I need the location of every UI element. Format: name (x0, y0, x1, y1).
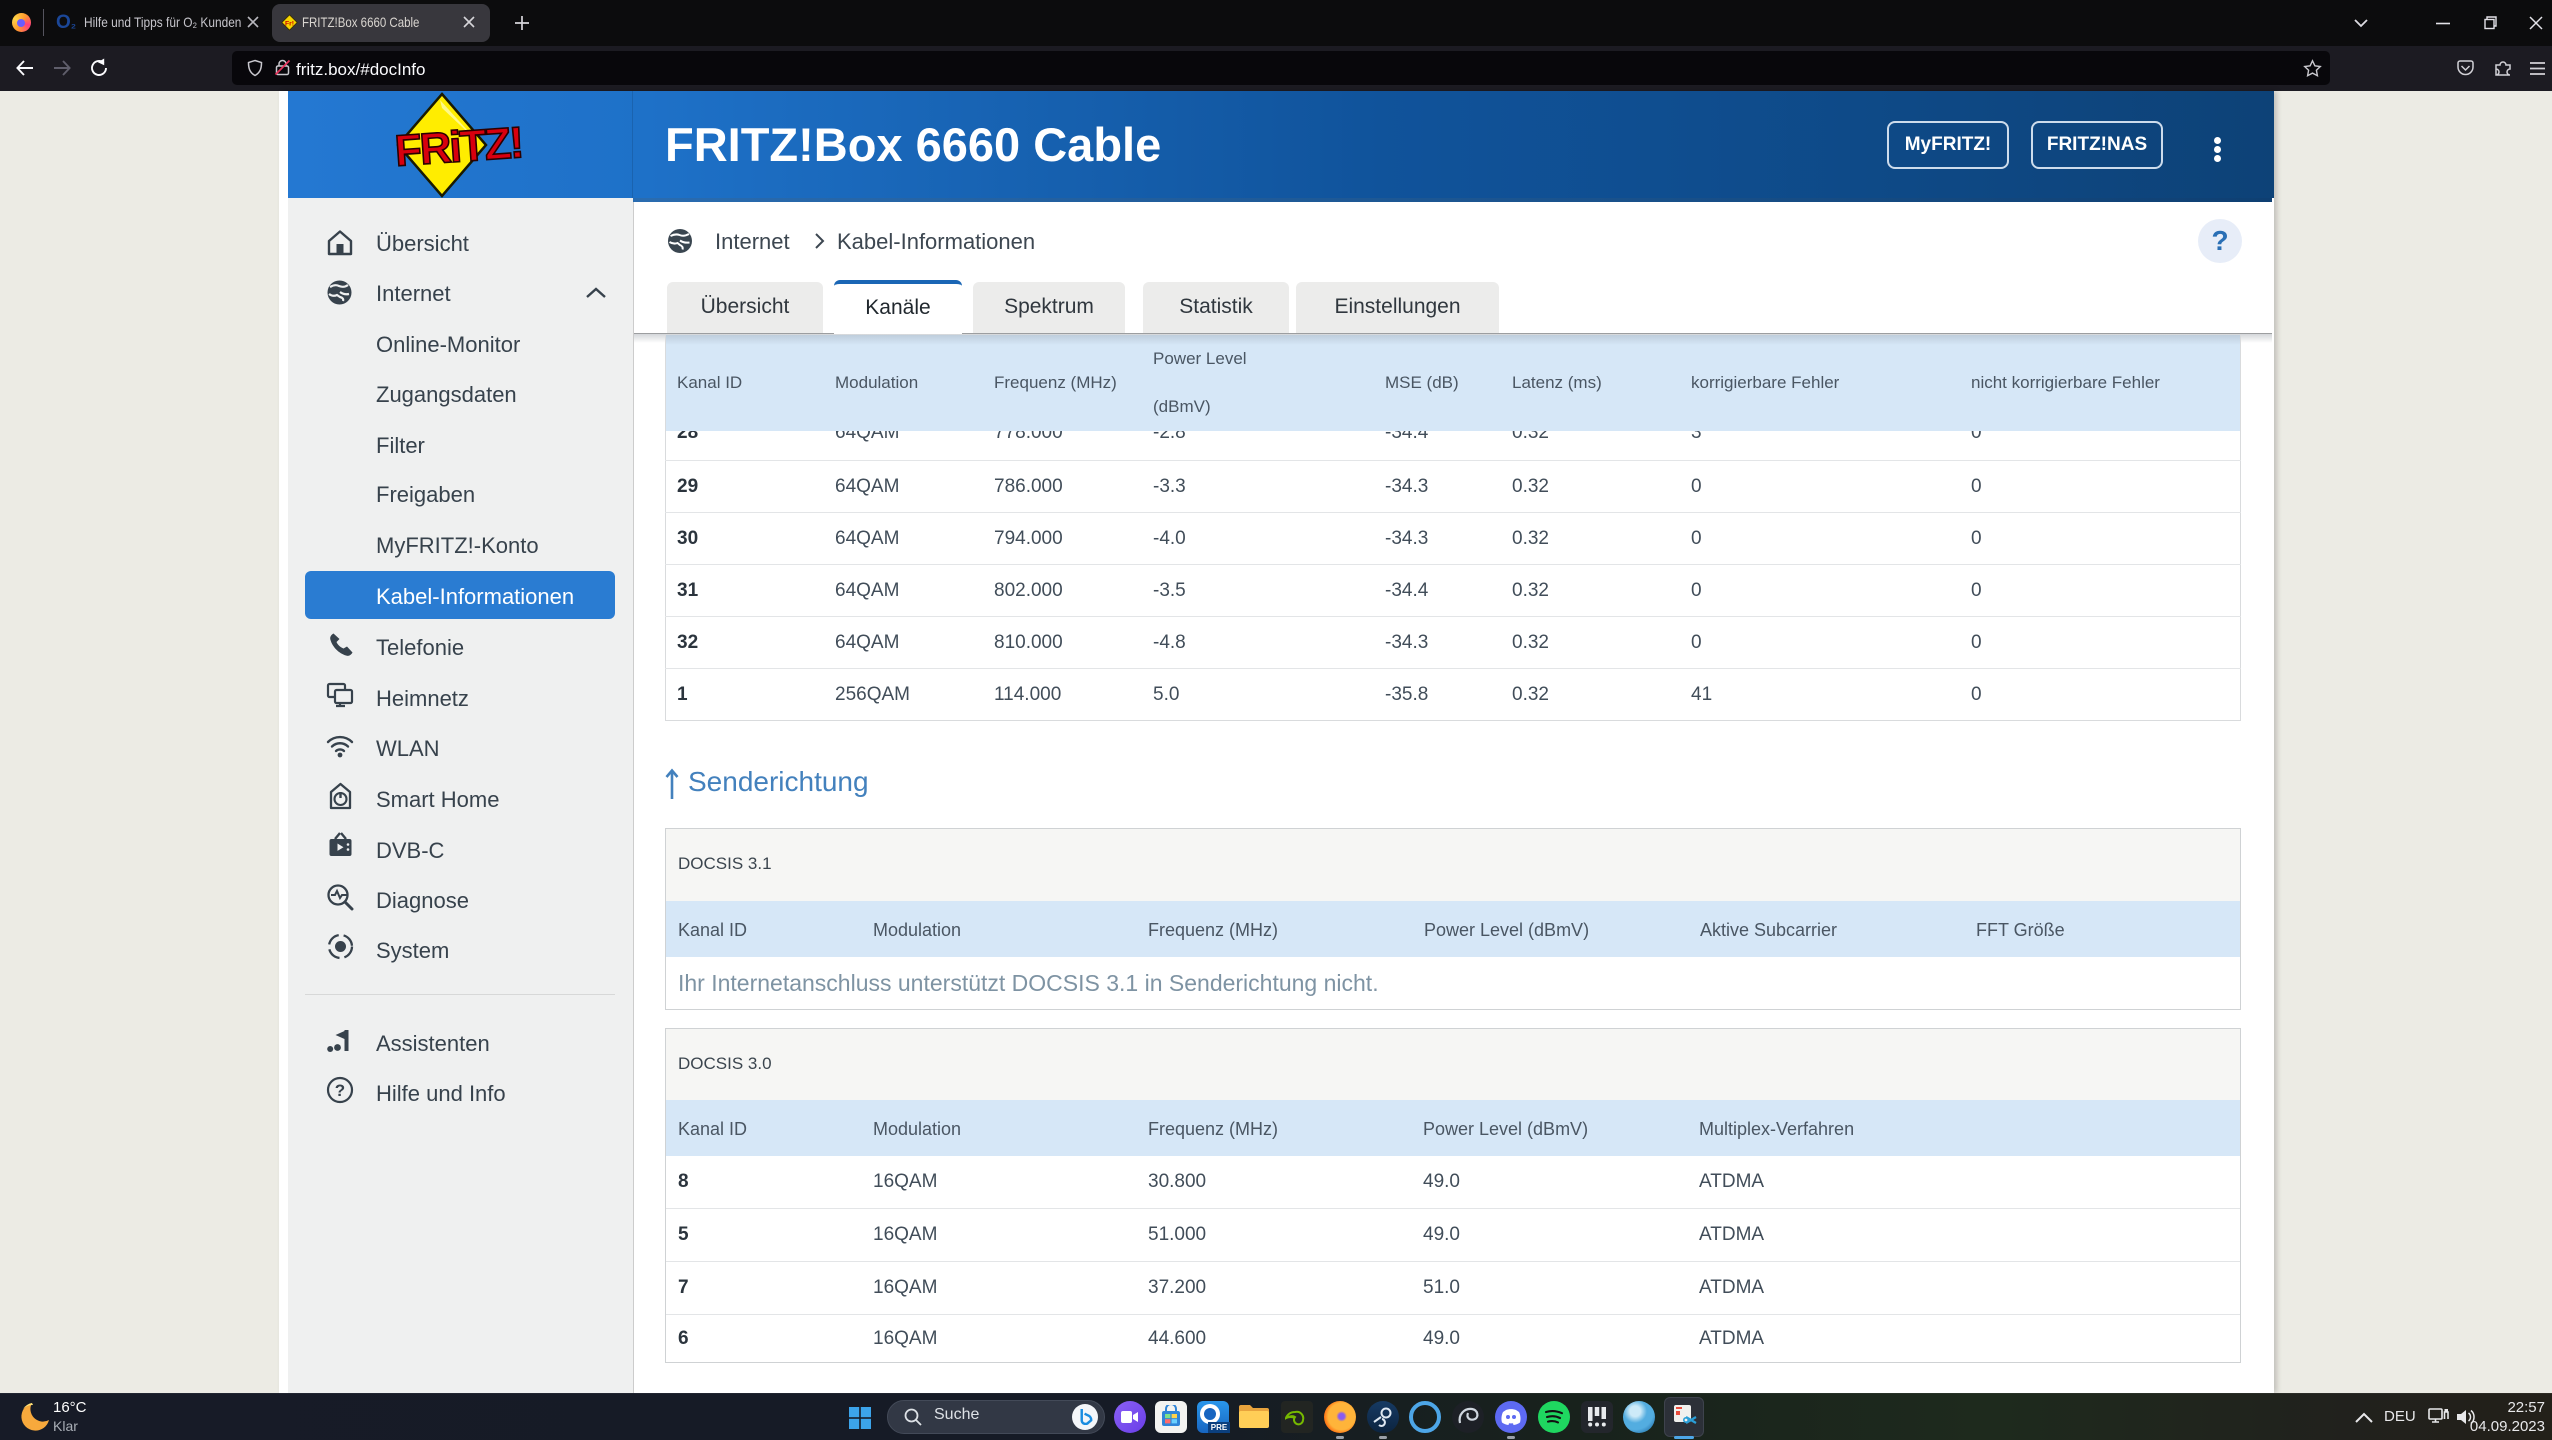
svg-text:?: ? (335, 1081, 345, 1100)
svg-text:FRiTZ!: FRiTZ! (393, 118, 523, 176)
svg-text:Fr!: Fr! (285, 20, 294, 27)
